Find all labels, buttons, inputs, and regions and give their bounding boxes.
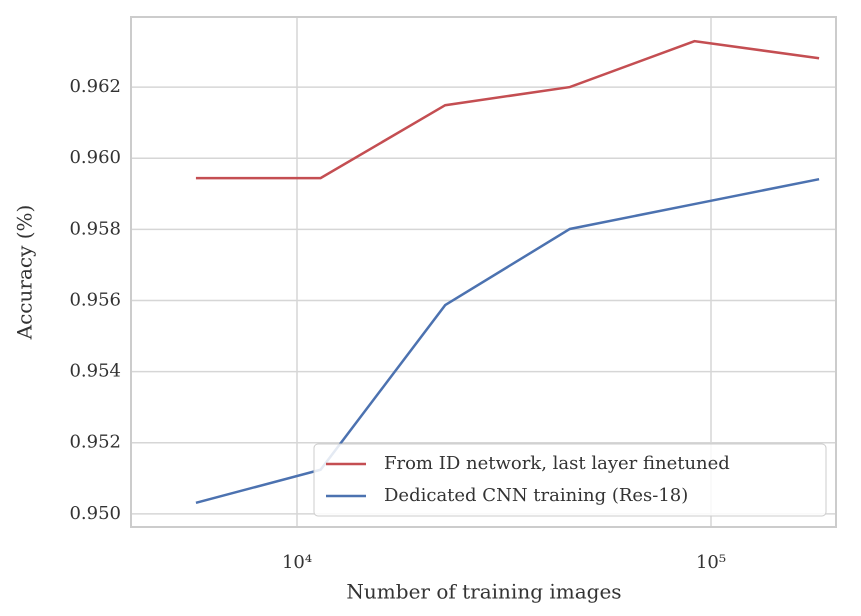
y-tick-label: 0.956 <box>69 289 121 310</box>
y-tick-label: 0.950 <box>69 503 121 524</box>
legend-label: Dedicated CNN training (Res-18) <box>384 485 688 506</box>
y-tick-label: 0.958 <box>69 218 121 239</box>
y-tick-label: 0.954 <box>69 361 121 382</box>
legend-box <box>313 443 827 517</box>
series-line <box>195 177 820 505</box>
y-tick-label: 0.960 <box>69 147 121 168</box>
x-tick-label: 10⁴ <box>282 552 312 573</box>
y-tick-label: 0.952 <box>69 432 121 453</box>
y-tick-label: 0.962 <box>69 76 121 97</box>
plot-frame <box>130 16 837 528</box>
x-tick-label: 10⁵ <box>696 552 726 573</box>
x-axis-label: Number of training images <box>346 580 621 604</box>
legend-label: From ID network, last layer finetuned <box>384 453 730 474</box>
y-axis-label: Accuracy (%) <box>13 205 37 341</box>
series-line <box>195 39 820 180</box>
